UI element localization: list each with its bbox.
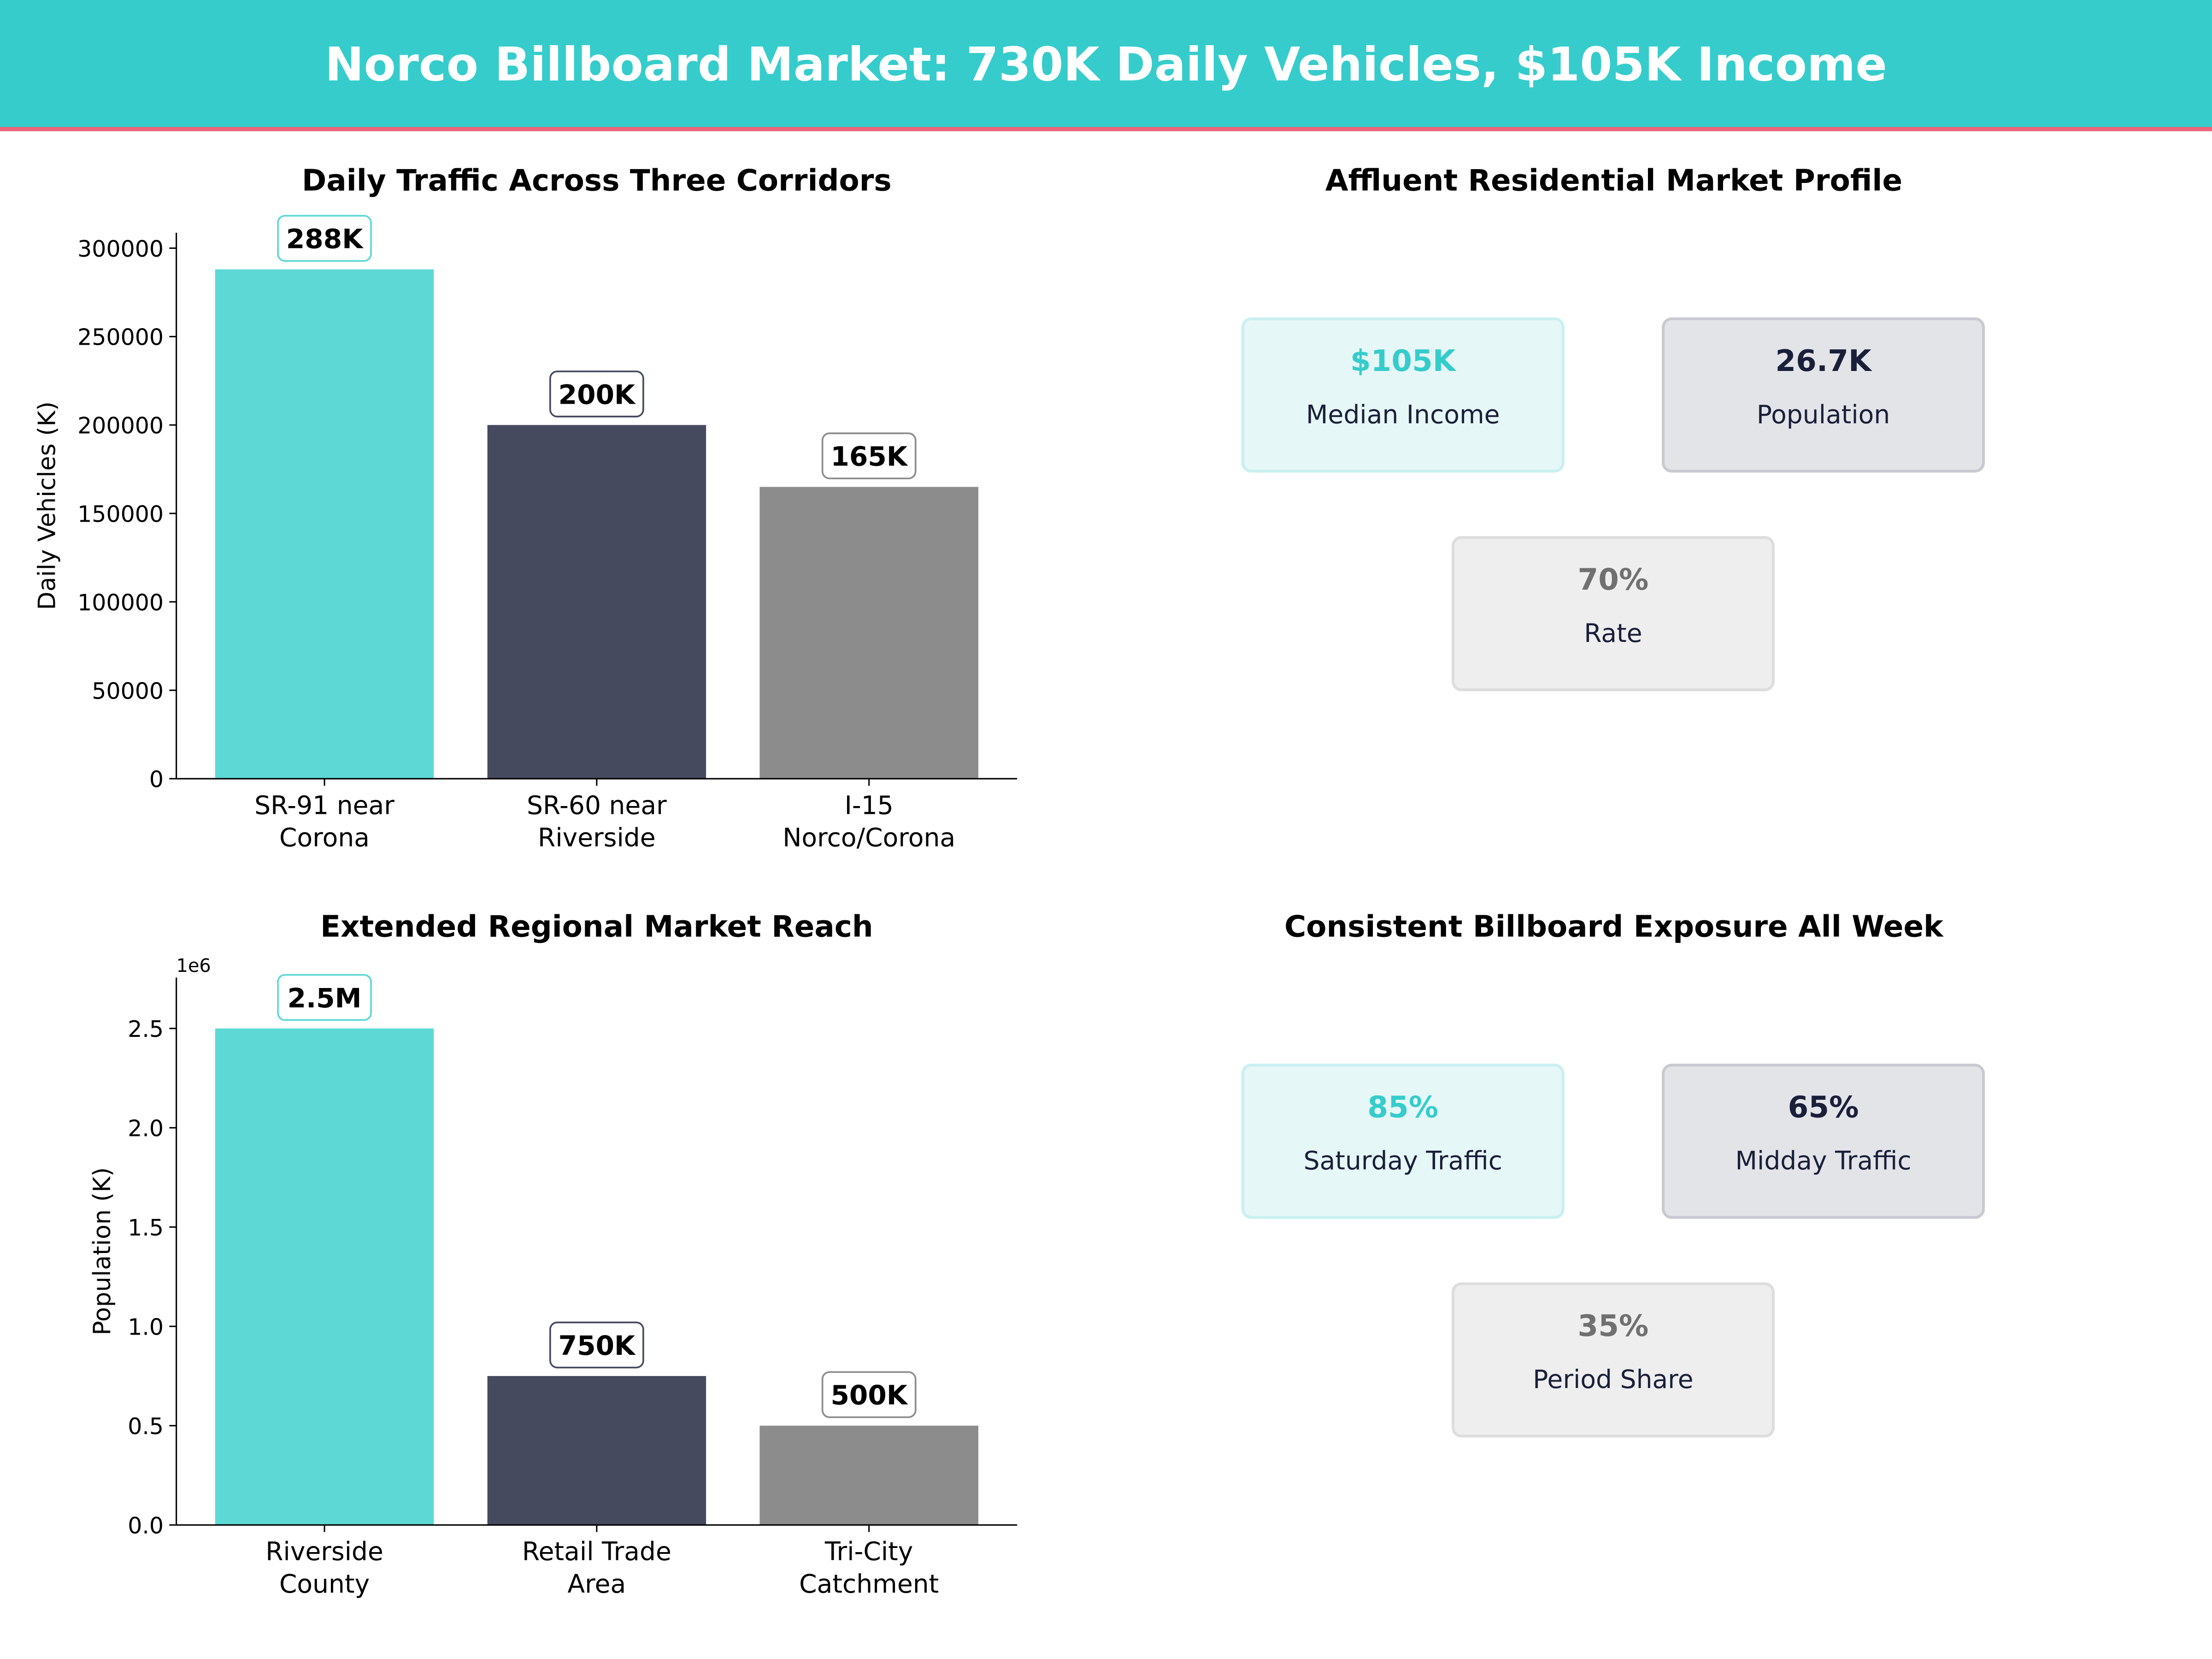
kpi-label: Rate xyxy=(1584,619,1642,649)
kpi-value: 65% xyxy=(1788,1090,1859,1124)
kpi-card: $105K Median Income xyxy=(1241,317,1565,473)
chart-title-traffic: Daily Traffic Across Three Corridors xyxy=(302,164,892,198)
y-tick-label: 1.0 xyxy=(128,1314,164,1341)
x-tick-label: County xyxy=(279,1569,370,1599)
data-label-box xyxy=(277,215,372,262)
y-tick-label: 300000 xyxy=(77,236,164,262)
data-label-box xyxy=(277,974,372,1021)
data-label-box xyxy=(821,432,917,480)
kpi-card: 26.7K Population xyxy=(1662,317,1985,473)
x-tick-label: I-15 xyxy=(845,790,894,820)
data-label: 2.5M xyxy=(288,982,362,1014)
y-tick-label: 2.0 xyxy=(128,1116,164,1142)
bar xyxy=(759,487,978,779)
bar xyxy=(215,1028,434,1525)
y-offset-label: 1e6 xyxy=(176,955,211,977)
data-label-box xyxy=(549,1321,644,1369)
kpi-card: 85% Saturday Traffic xyxy=(1241,1064,1565,1219)
bar xyxy=(487,1376,706,1525)
y-tick-label: 100000 xyxy=(77,589,164,616)
kpi-title-profile: Affluent Residential Market Profile xyxy=(1325,164,1903,198)
data-label-box xyxy=(821,1371,917,1418)
y-tick-label: 50000 xyxy=(92,678,164,704)
y-tick-label: 150000 xyxy=(77,501,164,528)
y-tick-label: 1.5 xyxy=(128,1215,164,1241)
data-label-box xyxy=(549,371,644,418)
x-tick-label: Corona xyxy=(279,823,370,853)
kpi-card: 35% Period Share xyxy=(1451,1282,1775,1438)
x-tick-label: Tri-City xyxy=(824,1537,913,1566)
data-label: 500K xyxy=(830,1380,908,1411)
kpi-label: Saturday Traffic xyxy=(1303,1147,1503,1177)
y-axis-label: Daily Vehicles (K) xyxy=(33,401,61,610)
x-tick-label: Area xyxy=(567,1569,626,1599)
chart-title-reach: Extended Regional Market Reach xyxy=(320,910,873,944)
bar xyxy=(487,425,706,779)
kpi-value: 85% xyxy=(1367,1090,1439,1124)
data-label: 288K xyxy=(286,224,364,255)
header-banner: Norco Billboard Market: 730K Daily Vehic… xyxy=(0,0,2212,131)
x-tick-label: Norco/Corona xyxy=(782,823,955,853)
data-label: 165K xyxy=(830,441,908,472)
x-tick-label: SR-91 near xyxy=(254,790,394,820)
kpi-label: Period Share xyxy=(1533,1365,1694,1395)
y-tick-label: 0.5 xyxy=(128,1413,164,1440)
y-axis-label: Population (K) xyxy=(88,1167,116,1335)
kpi-value: 70% xyxy=(1577,563,1649,597)
kpi-label: Median Income xyxy=(1306,400,1500,430)
data-label: 750K xyxy=(559,1330,636,1361)
y-tick-label: 2.5 xyxy=(128,1016,164,1042)
x-tick-label: Riverside xyxy=(265,1537,383,1566)
kpi-value: 35% xyxy=(1577,1309,1649,1343)
kpi-card: 65% Midday Traffic xyxy=(1662,1064,1985,1219)
page-title: Norco Billboard Market: 730K Daily Vehic… xyxy=(325,36,1887,91)
bar xyxy=(215,269,434,779)
kpi-label: Midday Traffic xyxy=(1735,1147,1912,1177)
kpi-card: 70% Rate xyxy=(1451,536,1775,691)
data-label: 200K xyxy=(559,379,636,410)
y-tick-label: 0 xyxy=(149,766,164,793)
x-tick-label: Catchment xyxy=(799,1569,939,1599)
x-tick-label: Riverside xyxy=(538,823,656,853)
y-tick-label: 200000 xyxy=(77,413,164,439)
bar xyxy=(759,1425,978,1525)
x-tick-label: SR-60 near xyxy=(527,790,667,820)
kpi-label: Population xyxy=(1756,400,1890,430)
x-tick-label: Retail Trade xyxy=(522,1537,671,1566)
kpi-title-exposure: Consistent Billboard Exposure All Week xyxy=(1284,910,1943,944)
kpi-value: $105K xyxy=(1350,344,1456,378)
y-tick-label: 0.0 xyxy=(128,1513,164,1539)
y-tick-label: 250000 xyxy=(77,324,164,351)
kpi-value: 26.7K xyxy=(1775,344,1871,378)
